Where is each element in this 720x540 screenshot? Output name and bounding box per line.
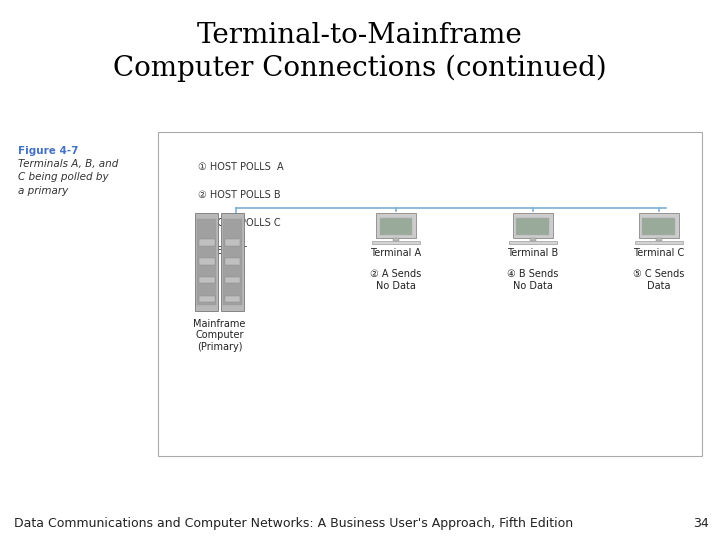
- Bar: [393, 238, 399, 241]
- Bar: [221, 213, 244, 310]
- Text: Terminal B: Terminal B: [507, 248, 559, 259]
- Bar: [508, 241, 557, 244]
- Bar: [372, 241, 420, 244]
- Bar: [656, 238, 662, 241]
- Bar: [642, 218, 675, 235]
- Bar: [379, 218, 413, 235]
- Bar: [530, 238, 536, 241]
- Bar: [199, 258, 215, 265]
- Text: Terminal-to-Mainframe
Computer Connections (continued): Terminal-to-Mainframe Computer Connectio…: [113, 22, 607, 83]
- Text: ⑤ C Sends
Data: ⑤ C Sends Data: [633, 269, 685, 291]
- Text: Mainframe
Computer
(Primary): Mainframe Computer (Primary): [194, 319, 246, 352]
- Bar: [223, 219, 242, 305]
- Bar: [199, 277, 215, 284]
- Bar: [199, 296, 215, 302]
- Bar: [513, 213, 553, 238]
- Text: ④ B Sends
No Data: ④ B Sends No Data: [507, 269, 559, 291]
- Bar: [376, 213, 416, 238]
- Text: Terminal A: Terminal A: [370, 248, 422, 259]
- Bar: [639, 213, 679, 238]
- Bar: [225, 296, 240, 302]
- Text: ② A Sends
No Data: ② A Sends No Data: [370, 269, 422, 291]
- Text: Terminal C: Terminal C: [633, 248, 685, 259]
- Text: ④ REPEAT: ④ REPEAT: [198, 246, 247, 256]
- Bar: [195, 213, 218, 310]
- Text: ② HOST POLLS B: ② HOST POLLS B: [198, 190, 281, 200]
- Text: Terminals A, B, and
C being polled by
a primary: Terminals A, B, and C being polled by a …: [18, 159, 118, 195]
- Bar: [634, 241, 683, 244]
- Bar: [225, 239, 240, 246]
- Text: Data Communications and Computer Networks: A Business User's Approach, Fifth Edi: Data Communications and Computer Network…: [14, 517, 574, 530]
- Bar: [225, 277, 240, 284]
- Text: Figure 4-7: Figure 4-7: [18, 146, 78, 156]
- Bar: [199, 239, 215, 246]
- Bar: [516, 218, 549, 235]
- Bar: [225, 258, 240, 265]
- Text: ① HOST POLLS  A: ① HOST POLLS A: [198, 162, 284, 172]
- Bar: [158, 132, 702, 456]
- Text: ③ HOST POLLS C: ③ HOST POLLS C: [198, 218, 281, 228]
- Bar: [197, 219, 216, 305]
- Text: 34: 34: [693, 517, 709, 530]
